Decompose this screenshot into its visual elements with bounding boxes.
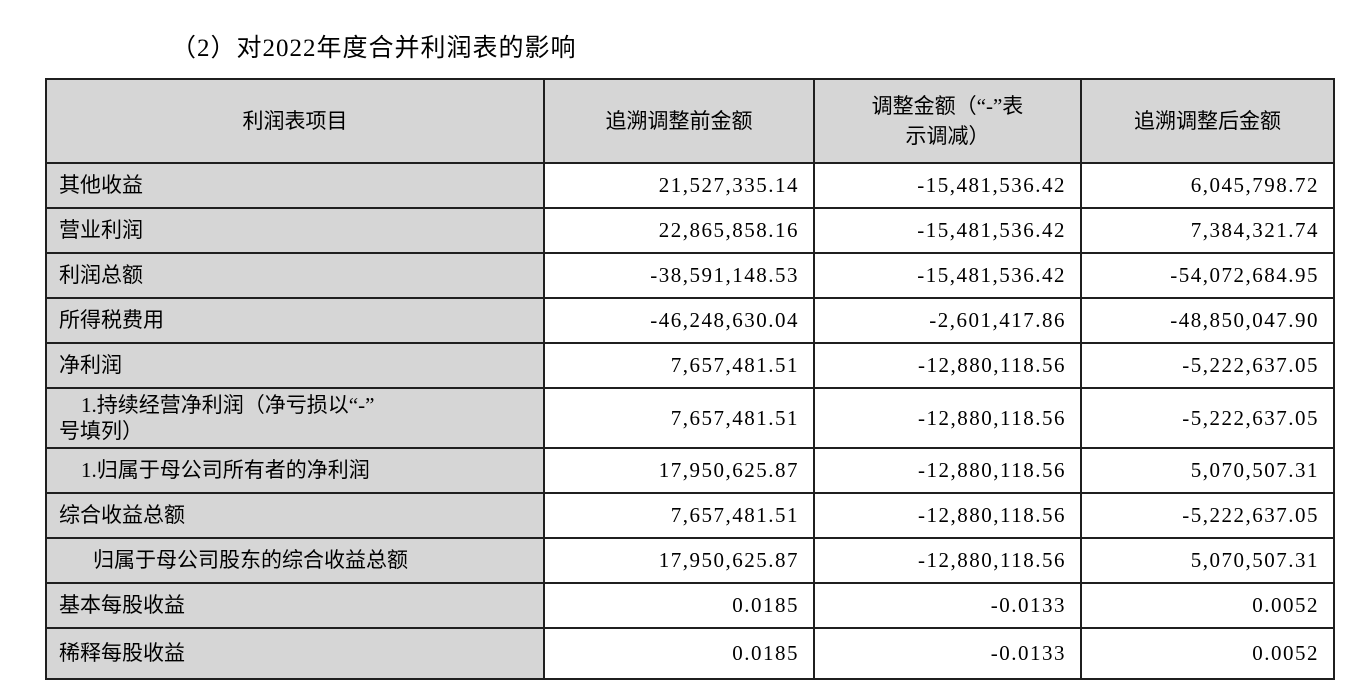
amount-after: 6,045,798.72 — [1080, 162, 1335, 209]
amount-adjustment: -12,880,118.56 — [813, 492, 1082, 539]
amount-after: -48,850,047.90 — [1080, 297, 1335, 344]
amount-adjustment: -15,481,536.42 — [813, 162, 1082, 209]
amount-adjustment: -12,880,118.56 — [813, 387, 1082, 449]
amount-before: 21,527,335.14 — [543, 162, 815, 209]
income-item-label: 所得税费用 — [45, 297, 545, 344]
table-row: 其他收益 21,527,335.14 -15,481,536.42 6,045,… — [45, 162, 1335, 209]
amount-adjustment: -0.0133 — [813, 582, 1082, 629]
amount-after: 0.0052 — [1080, 627, 1335, 680]
header-amount-before: 追溯调整前金额 — [543, 78, 815, 164]
amount-before: 7,657,481.51 — [543, 492, 815, 539]
table-row: 营业利润 22,865,858.16 -15,481,536.42 7,384,… — [45, 207, 1335, 254]
amount-adjustment: -12,880,118.56 — [813, 537, 1082, 584]
amount-before: 22,865,858.16 — [543, 207, 815, 254]
amount-after: -5,222,637.05 — [1080, 492, 1335, 539]
table-row: 利润总额 -38,591,148.53 -15,481,536.42 -54,0… — [45, 252, 1335, 299]
amount-after: 5,070,507.31 — [1080, 537, 1335, 584]
table-row: 基本每股收益 0.0185 -0.0133 0.0052 — [45, 582, 1335, 629]
income-item-label: 1.持续经营净利润（净亏损以“-” 号填列） — [45, 387, 545, 449]
income-item-label: 其他收益 — [45, 162, 545, 209]
section-title: （2）对2022年度合并利润表的影响 — [171, 35, 577, 62]
table-row: 综合收益总额 7,657,481.51 -12,880,118.56 -5,22… — [45, 492, 1335, 539]
amount-adjustment: -12,880,118.56 — [813, 342, 1082, 389]
table-row: 所得税费用 -46,248,630.04 -2,601,417.86 -48,8… — [45, 297, 1335, 344]
amount-before: -46,248,630.04 — [543, 297, 815, 344]
header-amount-adjustment: 调整金额（“-”表 示调减） — [813, 78, 1082, 164]
income-item-label: 稀释每股收益 — [45, 627, 545, 680]
amount-after: -54,072,684.95 — [1080, 252, 1335, 299]
income-item-label: 营业利润 — [45, 207, 545, 254]
table-row: 归属于母公司股东的综合收益总额 17,950,625.87 -12,880,11… — [45, 537, 1335, 584]
amount-before: -38,591,148.53 — [543, 252, 815, 299]
table-header-row: 利润表项目 追溯调整前金额 调整金额（“-”表 示调减） 追溯调整后金额 — [45, 78, 1335, 164]
amount-before: 7,657,481.51 — [543, 342, 815, 389]
amount-before: 17,950,625.87 — [543, 447, 815, 494]
income-item-label: 利润总额 — [45, 252, 545, 299]
amount-before: 17,950,625.87 — [543, 537, 815, 584]
amount-adjustment: -15,481,536.42 — [813, 252, 1082, 299]
amount-before: 0.0185 — [543, 627, 815, 680]
table-row: 稀释每股收益 0.0185 -0.0133 0.0052 — [45, 627, 1335, 680]
amount-after: 0.0052 — [1080, 582, 1335, 629]
amount-adjustment: -2,601,417.86 — [813, 297, 1082, 344]
amount-after: -5,222,637.05 — [1080, 387, 1335, 449]
income-item-label: 1.归属于母公司所有者的净利润 — [45, 447, 545, 494]
income-item-label: 综合收益总额 — [45, 492, 545, 539]
income-item-label: 归属于母公司股东的综合收益总额 — [45, 537, 545, 584]
amount-after: -5,222,637.05 — [1080, 342, 1335, 389]
table-row: 1.持续经营净利润（净亏损以“-” 号填列） 7,657,481.51 -12,… — [45, 387, 1335, 449]
amount-adjustment: -12,880,118.56 — [813, 447, 1082, 494]
income-item-label: 净利润 — [45, 342, 545, 389]
income-statement-impact-table: 利润表项目 追溯调整前金额 调整金额（“-”表 示调减） 追溯调整后金额 其他收… — [45, 78, 1335, 680]
table-row: 净利润 7,657,481.51 -12,880,118.56 -5,222,6… — [45, 342, 1335, 389]
table-row: 1.归属于母公司所有者的净利润 17,950,625.87 -12,880,11… — [45, 447, 1335, 494]
amount-after: 5,070,507.31 — [1080, 447, 1335, 494]
header-amount-after: 追溯调整后金额 — [1080, 78, 1335, 164]
amount-adjustment: -15,481,536.42 — [813, 207, 1082, 254]
header-item: 利润表项目 — [45, 78, 545, 164]
amount-after: 7,384,321.74 — [1080, 207, 1335, 254]
amount-adjustment: -0.0133 — [813, 627, 1082, 680]
income-item-label: 基本每股收益 — [45, 582, 545, 629]
amount-before: 0.0185 — [543, 582, 815, 629]
amount-before: 7,657,481.51 — [543, 387, 815, 449]
